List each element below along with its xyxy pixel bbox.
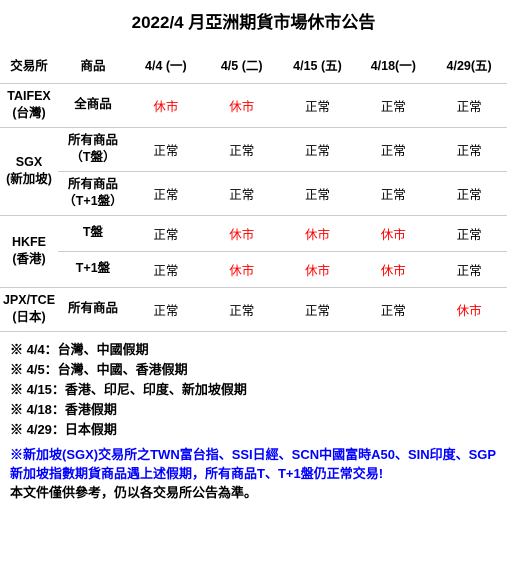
- table-row: 所有商品（T+1盤）正常正常正常正常正常: [0, 171, 507, 215]
- table-row: HKFE(香港)T盤正常休市休市休市正常: [0, 215, 507, 251]
- footnote: ※新加坡(SGX)交易所之TWN富台指、SSI日經、SCN中國富時A50、SIN…: [0, 440, 507, 513]
- status-cell: 正常: [431, 83, 507, 127]
- status-cell: 休市: [280, 215, 356, 251]
- exchange-cell: SGX(新加坡): [0, 127, 58, 215]
- exchange-cell: TAIFEX(台灣): [0, 83, 58, 127]
- note-line: ※ 4/29：日本假期: [10, 420, 497, 440]
- exchange-cell: JPX/TCE(日本): [0, 287, 58, 331]
- table-row: SGX(新加坡)所有商品（T盤）正常正常正常正常正常: [0, 127, 507, 171]
- footnote-highlight: ※新加坡(SGX)交易所之TWN富台指、SSI日經、SCN中國富時A50、SIN…: [10, 447, 496, 481]
- status-cell: 正常: [431, 127, 507, 171]
- status-cell: 休市: [204, 83, 280, 127]
- product-cell: T盤: [58, 215, 128, 251]
- product-cell: 全商品: [58, 83, 128, 127]
- status-cell: 正常: [431, 171, 507, 215]
- status-cell: 正常: [128, 287, 204, 331]
- table-row: T+1盤正常休市休市休市正常: [0, 251, 507, 287]
- note-line: ※ 4/18：香港假期: [10, 400, 497, 420]
- table-header: 交易所商品4/4 (一)4/5 (二)4/15 (五)4/18(一)4/29(五…: [0, 47, 507, 83]
- col-header: 4/18(一): [355, 47, 431, 83]
- col-header: 4/15 (五): [280, 47, 356, 83]
- status-cell: 正常: [128, 215, 204, 251]
- status-cell: 休市: [204, 215, 280, 251]
- exchange-cell: HKFE(香港): [0, 215, 58, 287]
- status-cell: 正常: [355, 171, 431, 215]
- status-cell: 正常: [280, 83, 356, 127]
- col-header: 4/29(五): [431, 47, 507, 83]
- product-cell: T+1盤: [58, 251, 128, 287]
- status-cell: 正常: [431, 251, 507, 287]
- status-cell: 正常: [355, 83, 431, 127]
- status-cell: 正常: [280, 171, 356, 215]
- table-row: JPX/TCE(日本)所有商品正常正常正常正常休市: [0, 287, 507, 331]
- product-cell: 所有商品（T+1盤）: [58, 171, 128, 215]
- status-cell: 正常: [355, 287, 431, 331]
- status-cell: 正常: [431, 215, 507, 251]
- status-cell: 正常: [128, 171, 204, 215]
- status-cell: 休市: [355, 251, 431, 287]
- status-cell: 正常: [280, 287, 356, 331]
- status-cell: 休市: [280, 251, 356, 287]
- col-header: 商品: [58, 47, 128, 83]
- col-header: 交易所: [0, 47, 58, 83]
- col-header: 4/4 (一): [128, 47, 204, 83]
- table-row: TAIFEX(台灣)全商品休市休市正常正常正常: [0, 83, 507, 127]
- product-cell: 所有商品: [58, 287, 128, 331]
- status-cell: 正常: [128, 251, 204, 287]
- status-cell: 正常: [204, 127, 280, 171]
- status-cell: 休市: [128, 83, 204, 127]
- note-line: ※ 4/5：台灣、中國、香港假期: [10, 360, 497, 380]
- note-line: ※ 4/4：台灣、中國假期: [10, 340, 497, 360]
- footnote-plain: 本文件僅供參考，仍以各交易所公告為準。: [10, 485, 257, 500]
- status-cell: 正常: [280, 127, 356, 171]
- col-header: 4/5 (二): [204, 47, 280, 83]
- status-cell: 正常: [204, 171, 280, 215]
- status-cell: 休市: [355, 215, 431, 251]
- page-title: 2022/4 月亞洲期貨市場休市公告: [0, 0, 507, 47]
- status-cell: 休市: [204, 251, 280, 287]
- status-cell: 休市: [431, 287, 507, 331]
- table-body: TAIFEX(台灣)全商品休市休市正常正常正常SGX(新加坡)所有商品（T盤）正…: [0, 83, 507, 331]
- product-cell: 所有商品（T盤）: [58, 127, 128, 171]
- status-cell: 正常: [128, 127, 204, 171]
- holiday-table: 交易所商品4/4 (一)4/5 (二)4/15 (五)4/18(一)4/29(五…: [0, 47, 507, 332]
- holiday-notes: ※ 4/4：台灣、中國假期※ 4/5：台灣、中國、香港假期※ 4/15：香港、印…: [0, 332, 507, 441]
- note-line: ※ 4/15：香港、印尼、印度、新加坡假期: [10, 380, 497, 400]
- status-cell: 正常: [204, 287, 280, 331]
- status-cell: 正常: [355, 127, 431, 171]
